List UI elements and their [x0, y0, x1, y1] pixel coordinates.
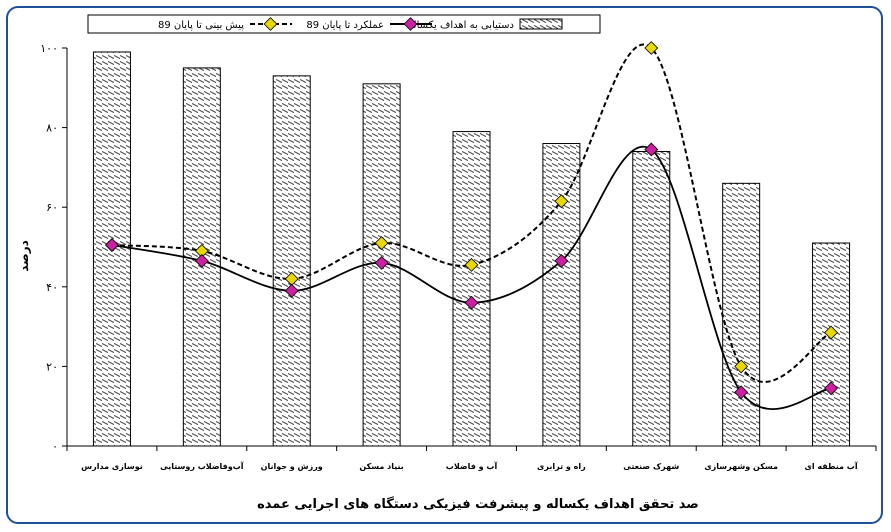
- forecast-point: [734, 359, 749, 374]
- forecast-point: [374, 236, 389, 250]
- forecast-point: [284, 271, 299, 286]
- category-label: راه و ترابری: [537, 462, 586, 471]
- legend-swatch-bar: [519, 18, 563, 30]
- category-label: ورزش و جوانان: [261, 462, 323, 472]
- bar: [632, 150, 671, 447]
- actual-point: [734, 385, 749, 400]
- bar: [812, 242, 851, 447]
- y-tick-label: ۱۰۰: [40, 42, 58, 55]
- legend-swatch-forecast-marker: [263, 17, 278, 31]
- forecast-series-line: [111, 43, 832, 383]
- bar: [452, 131, 491, 447]
- legend-label-bar: دستیابی به اهداف یکساله: [408, 20, 514, 31]
- y-ticks: ۰ ۲۰ ۴۰ ۶۰ ۸۰ ۱۰۰: [40, 42, 877, 453]
- category-label: آب منطقه ای: [805, 461, 858, 471]
- forecast-point: [464, 257, 479, 272]
- legend: دستیابی به اهداف یکساله عملکرد تا پایان …: [87, 14, 601, 34]
- actual-point: [374, 255, 389, 270]
- legend-swatch-actual-marker: [403, 17, 418, 31]
- bars: [92, 51, 851, 447]
- forecast-point: [194, 244, 209, 258]
- actual-point: [194, 254, 209, 268]
- y-tick-label: ۰: [52, 440, 58, 453]
- actual-point: [284, 283, 299, 298]
- bar: [272, 75, 311, 447]
- y-axis-label: درصد: [17, 240, 31, 272]
- category-label: شهرک صنعتی: [623, 462, 679, 471]
- actual-point: [554, 254, 569, 268]
- actual-series-line: [111, 145, 832, 410]
- actual-point: [464, 295, 479, 310]
- y-tick-label: ۲۰: [46, 360, 58, 373]
- series-markers: [105, 41, 838, 400]
- actual-point: [644, 142, 659, 157]
- forecast-point: [554, 194, 569, 209]
- forecast-point: [824, 325, 838, 340]
- y-tick-label: ۸۰: [46, 122, 58, 135]
- category-label: مسکن وشهرسازی: [704, 462, 778, 471]
- category-labels: نوسازی مدارس آب‌وفاضلاب روستایی ورزش و جوا…: [81, 461, 858, 472]
- category-label: آب و فاضلاب: [446, 461, 498, 471]
- legend-label-forecast: پیش بینی تا پایان 89: [158, 20, 244, 31]
- category-label: نوسازی مدارس: [81, 462, 143, 472]
- y-tick-label: ۶۰: [46, 201, 58, 214]
- bar: [722, 182, 761, 447]
- actual-point: [824, 381, 838, 396]
- bar: [542, 143, 581, 447]
- category-label: آب‌وفاضلاب روستایی: [160, 461, 244, 471]
- legend-box: [87, 14, 601, 34]
- category-label: بنیاد مسکن: [359, 462, 403, 471]
- y-tick-label: ۴۰: [46, 281, 58, 294]
- forecast-point: [644, 41, 659, 55]
- legend-label-actual: عملکرد تا پایان 89: [306, 20, 384, 31]
- chart-title: صد تحقق اهداف یکساله و پیشرفت فیزیکی دست…: [257, 496, 699, 512]
- actual-point: [105, 238, 119, 252]
